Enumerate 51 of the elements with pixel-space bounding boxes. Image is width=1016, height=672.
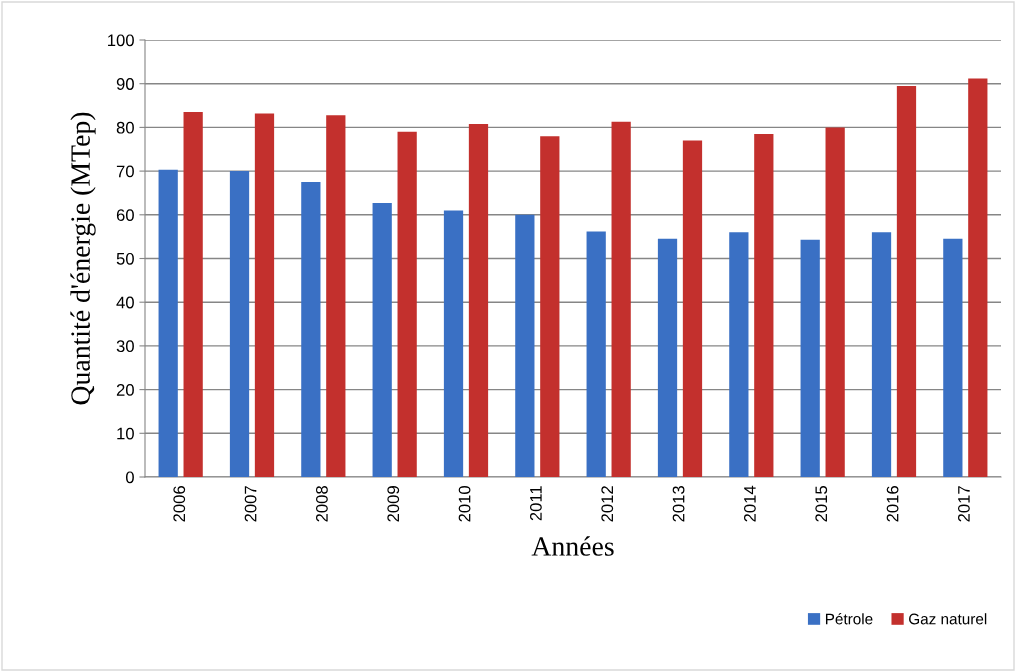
bar	[443, 210, 464, 477]
y-tick-label: 60	[116, 209, 134, 221]
bar	[468, 123, 489, 477]
y-tick-label: 40	[116, 296, 134, 309]
y-axis-title: Quantité d'énergie (MTep)	[70, 112, 96, 405]
bar	[229, 171, 250, 477]
bar	[254, 113, 275, 477]
x-tick-label: 2012	[601, 486, 614, 522]
bar	[397, 131, 417, 477]
bar	[657, 238, 678, 477]
y-tick-label: 30	[116, 340, 134, 353]
y-tick-label: 80	[116, 121, 134, 134]
legend-label: Pétrole	[825, 613, 873, 625]
bar	[968, 78, 988, 477]
bar	[896, 85, 917, 477]
x-tick-label: 2006	[173, 486, 186, 522]
bar	[754, 133, 774, 477]
bar	[372, 203, 392, 477]
y-tick-label: 100	[108, 34, 134, 47]
bar	[825, 127, 845, 477]
x-axis-title: Années	[531, 536, 614, 556]
bar	[611, 121, 631, 477]
bar	[183, 112, 203, 477]
y-tick-label: 70	[116, 165, 134, 178]
bar	[729, 232, 749, 477]
bar	[800, 239, 820, 477]
x-tick-label: 2015	[815, 486, 828, 522]
bar	[586, 231, 606, 477]
x-tick-label: 2008	[316, 486, 328, 522]
legend-label: Gaz naturel	[909, 613, 987, 625]
bar	[682, 140, 703, 477]
y-tick-label: 10	[117, 427, 134, 440]
y-tick-label: 20	[116, 384, 134, 396]
bar	[515, 214, 535, 477]
y-tick-label: 50	[116, 252, 134, 265]
x-tick-label: 2016	[886, 486, 899, 522]
x-tick-label: 2009	[387, 486, 400, 522]
x-tick-label: 2013	[672, 486, 685, 522]
x-tick-label: 2017	[958, 486, 970, 522]
bar	[871, 232, 892, 477]
x-tick-label: 2011	[530, 486, 542, 521]
bar	[943, 238, 963, 477]
x-tick-label: 2007	[244, 486, 257, 522]
bar	[158, 169, 178, 477]
x-tick-label: 2010	[458, 485, 471, 522]
bar	[301, 182, 321, 477]
y-tick-label: 90	[116, 78, 134, 90]
x-tick-label: 2014	[744, 485, 756, 522]
bar	[326, 115, 346, 477]
bar	[540, 136, 560, 477]
y-tick-label: 0	[125, 471, 134, 484]
